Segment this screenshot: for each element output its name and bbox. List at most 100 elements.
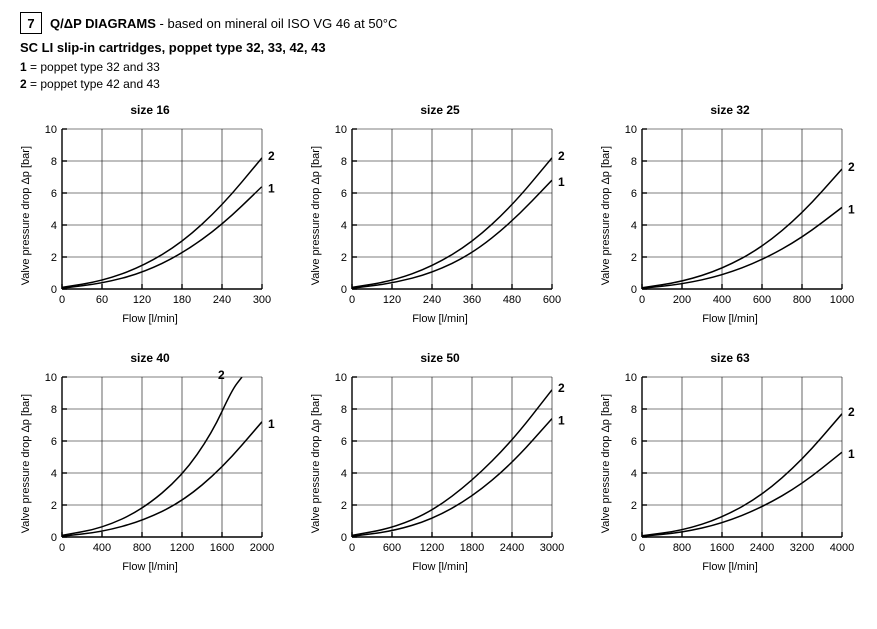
y-tick-label: 8 [341, 156, 347, 168]
chart: size 63 Valve pressure drop Δp [bar] 0 2 4… [600, 351, 860, 573]
y-tick-label: 0 [631, 284, 637, 296]
legend: 1 = poppet type 32 and 33 2 = poppet typ… [20, 59, 857, 93]
legend-item: 1 = poppet type 32 and 33 [20, 59, 857, 76]
legend-item: 2 = poppet type 42 and 43 [20, 76, 857, 93]
header-title: Q/ΔP DIAGRAMS - based on mineral oil ISO… [50, 16, 397, 31]
chart-row: Valve pressure drop Δp [bar] 0 2 4 6 8 10 0 600… [310, 369, 570, 559]
x-tick-label: 120 [383, 294, 401, 306]
plot-bg [642, 129, 842, 289]
chart-row: Valve pressure drop Δp [bar] 02468100800… [600, 369, 860, 559]
x-tick-label: 240 [423, 294, 441, 306]
y-tick-label: 0 [341, 284, 347, 296]
x-tick-label: 800 [793, 294, 811, 306]
x-tick-label: 400 [713, 294, 731, 306]
y-tick-label: 8 [631, 404, 637, 416]
y-tick-label: 4 [51, 468, 57, 480]
y-tick-label: 6 [341, 436, 347, 448]
header-row: 7 Q/ΔP DIAGRAMS - based on mineral oil I… [20, 12, 857, 34]
x-tick-label: 0 [639, 294, 645, 306]
x-axis-label: Flow [l/min] [702, 561, 758, 573]
charts-grid: size 16 Valve pressure drop Δp [bar] 024… [20, 103, 857, 573]
x-tick-label: 180 [173, 294, 191, 306]
y-tick-label: 0 [341, 532, 347, 544]
y-tick-label: 8 [51, 156, 57, 168]
plot-bg [642, 377, 842, 537]
y-axis-label: Valve pressure drop Δp [bar] [310, 394, 322, 533]
x-tick-label: 120 [133, 294, 151, 306]
chart-row: Valve pressure drop Δp [bar] 02468100200… [600, 121, 860, 311]
y-axis-label: Valve pressure drop Δp [bar] [20, 146, 32, 285]
plot-bg [352, 129, 552, 289]
x-tick-label: 1200 [420, 542, 444, 554]
x-axis-label: Flow [l/min] [122, 313, 178, 325]
x-tick-label: 200 [673, 294, 691, 306]
section-number: 7 [27, 16, 34, 31]
y-tick-label: 2 [341, 252, 347, 264]
series-end-label: 1 [558, 175, 565, 189]
legend-num: 1 [20, 60, 27, 74]
x-tick-label: 0 [639, 542, 645, 554]
chart-svg: 0246810040080012001600200021 [36, 369, 280, 559]
y-tick-label: 6 [631, 188, 637, 200]
x-tick-label: 3000 [540, 542, 564, 554]
y-tick-label: 10 [625, 372, 637, 384]
y-tick-label: 10 [335, 372, 347, 384]
x-tick-label: 800 [133, 542, 151, 554]
y-tick-label: 2 [51, 252, 57, 264]
header-title-rest: - based on mineral oil ISO VG 46 at 50°C [156, 16, 397, 31]
chart-title: size 50 [420, 351, 459, 365]
y-tick-label: 4 [51, 220, 57, 232]
chart-title: size 25 [420, 103, 459, 117]
series-end-label: 2 [848, 404, 855, 418]
y-tick-label: 10 [45, 372, 57, 384]
x-tick-label: 400 [93, 542, 111, 554]
x-tick-label: 1800 [460, 542, 484, 554]
x-tick-label: 800 [673, 542, 691, 554]
chart-svg: 02468100600120018002400300021 [326, 369, 570, 559]
series-end-label: 1 [558, 413, 565, 427]
y-tick-label: 2 [631, 252, 637, 264]
x-tick-label: 240 [213, 294, 231, 306]
x-tick-label: 1000 [830, 294, 854, 306]
series-end-label: 1 [268, 416, 275, 430]
y-tick-label: 4 [341, 220, 347, 232]
y-axis-label: Valve pressure drop Δp [bar] [310, 146, 322, 285]
y-axis-label: Valve pressure drop Δp [bar] [600, 394, 612, 533]
x-axis-label: Flow [l/min] [702, 313, 758, 325]
series-end-label: 2 [268, 148, 275, 162]
x-tick-label: 600 [543, 294, 561, 306]
x-tick-label: 300 [253, 294, 271, 306]
x-tick-label: 0 [59, 294, 65, 306]
x-axis-label: Flow [l/min] [412, 561, 468, 573]
y-tick-label: 4 [341, 468, 347, 480]
x-tick-label: 2400 [500, 542, 524, 554]
x-axis-label: Flow [l/min] [122, 561, 178, 573]
x-tick-label: 480 [503, 294, 521, 306]
legend-text: = poppet type 42 and 43 [27, 77, 160, 91]
chart-svg: 024681006012018024030021 [36, 121, 280, 311]
chart-row: Valve pressure drop Δp [bar] 02468100120… [310, 121, 570, 311]
series-end-label: 2 [218, 369, 225, 382]
x-tick-label: 600 [383, 542, 401, 554]
x-tick-label: 0 [349, 542, 355, 554]
chart-title: size 63 [710, 351, 749, 365]
y-tick-label: 8 [341, 404, 347, 416]
y-tick-label: 0 [631, 532, 637, 544]
y-tick-label: 4 [631, 220, 637, 232]
x-tick-label: 4000 [830, 542, 854, 554]
x-axis-label: Flow [l/min] [412, 313, 468, 325]
legend-text: = poppet type 32 and 33 [27, 60, 160, 74]
chart: size 40 Valve pressure drop Δp [bar] 024… [20, 351, 280, 573]
chart-title: size 16 [130, 103, 169, 117]
y-tick-label: 4 [631, 468, 637, 480]
x-tick-label: 3200 [790, 542, 814, 554]
y-tick-label: 0 [51, 284, 57, 296]
y-tick-label: 6 [51, 436, 57, 448]
chart-title: size 32 [710, 103, 749, 117]
series-end-label: 1 [848, 447, 855, 461]
series-end-label: 1 [268, 181, 275, 195]
y-tick-label: 2 [341, 500, 347, 512]
chart: size 32 Valve pressure drop Δp [bar] 024… [600, 103, 860, 325]
chart-svg: 0246810012024036048060021 [326, 121, 570, 311]
x-tick-label: 2000 [250, 542, 274, 554]
